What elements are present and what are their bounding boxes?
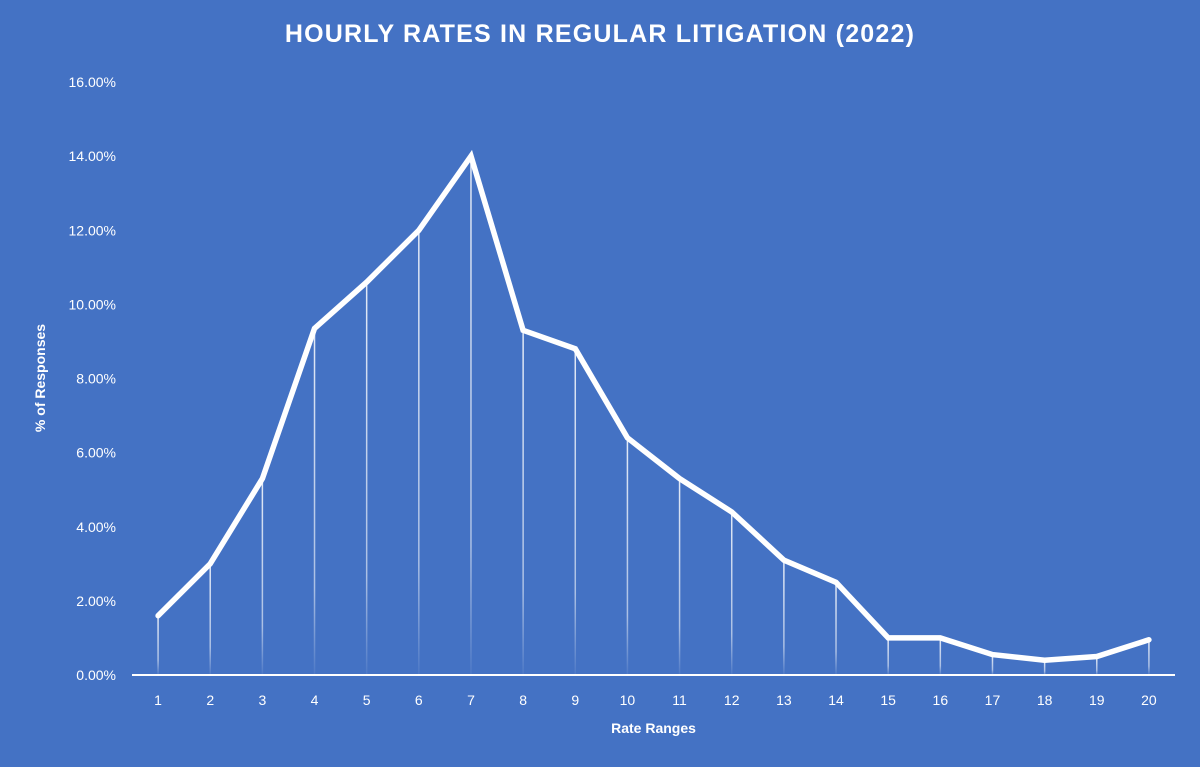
x-tick-label: 12 [724, 692, 740, 708]
x-tick-label: 20 [1141, 692, 1157, 708]
drop-lines [157, 156, 1150, 676]
x-tick-label: 11 [672, 692, 687, 708]
x-tick-label: 8 [519, 692, 527, 708]
x-tick-label: 18 [1037, 692, 1053, 708]
drop-line [678, 478, 681, 675]
drop-line [1148, 639, 1150, 675]
y-tick-label: 10.00% [69, 296, 116, 312]
x-tick-label: 9 [571, 692, 579, 708]
drop-line [1096, 656, 1098, 675]
y-axis-ticks: 0.00% 2.00% 4.00% 6.00% 8.00% 10.00% 12.00% 14.… [69, 74, 116, 683]
x-tick-label: 14 [828, 692, 844, 708]
drop-line [626, 437, 629, 675]
x-tick-label: 13 [776, 692, 792, 708]
drop-line [1043, 660, 1046, 675]
x-tick-label: 17 [985, 692, 1001, 708]
x-axis-ticks: 1 2 3 4 5 6 7 8 9 10 11 12 13 14 15 16 17 18 19 20 [154, 692, 1157, 708]
y-tick-label: 6.00% [76, 445, 116, 461]
drop-line [991, 654, 994, 675]
drop-line [835, 582, 837, 675]
x-tick-label: 1 [154, 692, 162, 708]
drop-line [574, 348, 577, 675]
x-tick-label: 10 [620, 692, 636, 708]
x-tick-label: 2 [206, 692, 214, 708]
x-tick-label: 16 [933, 692, 949, 708]
y-tick-label: 12.00% [69, 222, 116, 238]
series-line [155, 149, 1152, 663]
drop-line [365, 282, 368, 675]
y-tick-label: 4.00% [76, 519, 116, 535]
chart-title: HOURLY RATES IN REGULAR LITIGATION (2022… [284, 20, 916, 48]
drop-line [887, 637, 889, 675]
x-tick-label: 4 [311, 692, 319, 708]
x-tick-label: 5 [363, 692, 371, 708]
drop-line [209, 563, 211, 675]
y-tick-label: 16.00% [69, 74, 116, 90]
x-tick-label: 15 [880, 692, 896, 708]
x-tick-label: 3 [258, 692, 266, 708]
drop-line [157, 615, 159, 675]
drop-line [730, 511, 733, 675]
y-tick-label: 0.00% [76, 667, 116, 683]
y-tick-label: 14.00% [69, 148, 116, 164]
y-tick-label: 2.00% [76, 593, 116, 609]
x-axis-label: Rate Ranges [611, 720, 696, 736]
drop-line [470, 156, 472, 676]
drop-line [939, 637, 942, 675]
y-tick-label: 8.00% [76, 371, 116, 387]
x-tick-label: 19 [1089, 692, 1105, 708]
x-tick-label: 6 [415, 692, 423, 708]
drop-line [418, 230, 420, 676]
drop-line [313, 328, 316, 675]
x-tick-label: 7 [467, 692, 475, 708]
drop-line [261, 478, 264, 675]
drop-line [522, 330, 524, 675]
drop-line [783, 560, 785, 675]
